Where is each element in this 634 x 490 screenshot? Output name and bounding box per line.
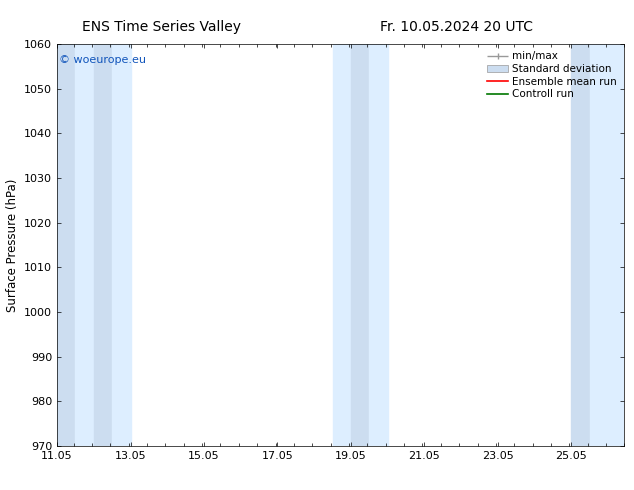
Bar bbox=[590, 44, 624, 446]
Bar bbox=[57, 44, 75, 446]
Bar bbox=[94, 44, 112, 446]
Bar bbox=[369, 44, 387, 446]
Bar bbox=[112, 44, 131, 446]
Text: ENS Time Series Valley: ENS Time Series Valley bbox=[82, 20, 241, 34]
Bar bbox=[332, 44, 351, 446]
Text: Fr. 10.05.2024 20 UTC: Fr. 10.05.2024 20 UTC bbox=[380, 20, 533, 34]
Text: © woeurope.eu: © woeurope.eu bbox=[59, 55, 146, 65]
Legend: min/max, Standard deviation, Ensemble mean run, Controll run: min/max, Standard deviation, Ensemble me… bbox=[486, 49, 619, 101]
Bar bbox=[351, 44, 369, 446]
Y-axis label: Surface Pressure (hPa): Surface Pressure (hPa) bbox=[6, 178, 18, 312]
Bar bbox=[75, 44, 94, 446]
Bar bbox=[571, 44, 590, 446]
